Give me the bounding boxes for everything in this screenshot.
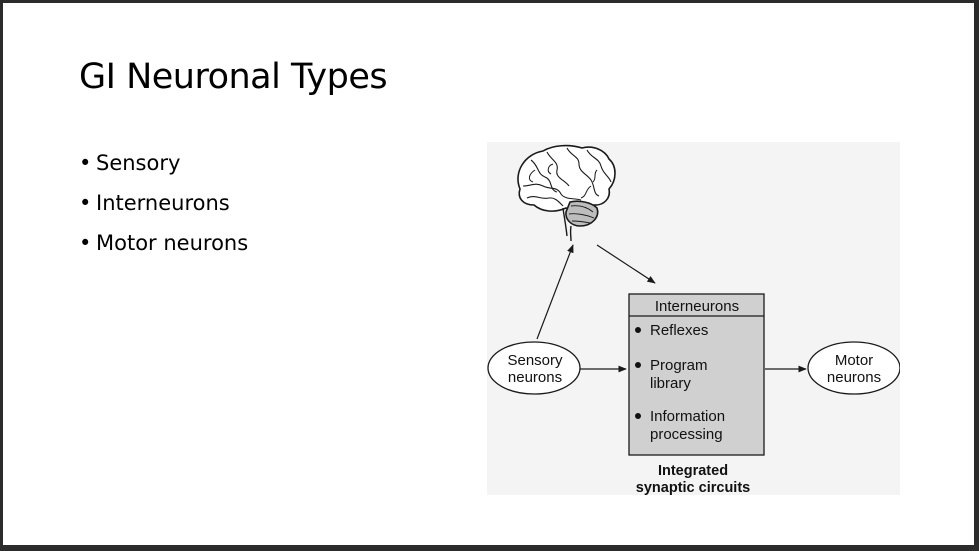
bullet-text: Interneurons [96,191,230,215]
sensory-label-line1: Sensory [507,352,563,369]
bullet-dot: • [79,191,92,215]
bullet-dot: • [79,151,92,175]
arrow-brain-to-interneurons [596,244,656,284]
diagram-svg: Sensory neurons Motor neurons Interneuro… [487,144,900,495]
sensory-label-line2: neurons [508,369,562,386]
bullet-text: Motor neurons [96,231,249,255]
interneurons-box: Interneurons Reflexes Program library In… [628,293,765,456]
bullet-item-sensory: • Sensory [79,148,248,188]
box-item-bullet [635,413,641,419]
caption-line1: Integrated [658,463,728,479]
slide: GI Neuronal Types • Sensory • Interneurons… [3,3,974,545]
bullet-item-interneurons: • Interneurons [79,188,248,228]
caption-line2: synaptic circuits [636,480,750,495]
motor-label-line2: neurons [827,369,881,386]
box-item-bullet [635,327,641,333]
box-item-program-line1: Program [650,357,708,374]
box-item-reflexes: Reflexes [650,322,708,339]
box-item-information-line2: processing [650,426,723,443]
motor-label-line1: Motor [835,352,873,369]
box-item-bullet [635,362,641,368]
bullet-item-motor-neurons: • Motor neurons [79,228,248,268]
motor-neurons-node: Motor neurons [807,341,900,395]
brain-icon [517,144,616,242]
bullet-dot: • [79,231,92,255]
bullet-text: Sensory [96,151,181,175]
box-item-information-line1: Information [650,408,725,425]
sensory-neurons-node: Sensory neurons [487,341,581,395]
slide-title: GI Neuronal Types [79,57,388,97]
box-item-program-line2: library [650,375,691,392]
bullet-list: • Sensory • Interneurons • Motor neurons [79,148,248,268]
neuron-diagram: Sensory neurons Motor neurons Interneuro… [487,142,900,495]
arrow-sensory-to-brain [536,244,574,340]
interneurons-box-header: Interneurons [655,298,739,315]
